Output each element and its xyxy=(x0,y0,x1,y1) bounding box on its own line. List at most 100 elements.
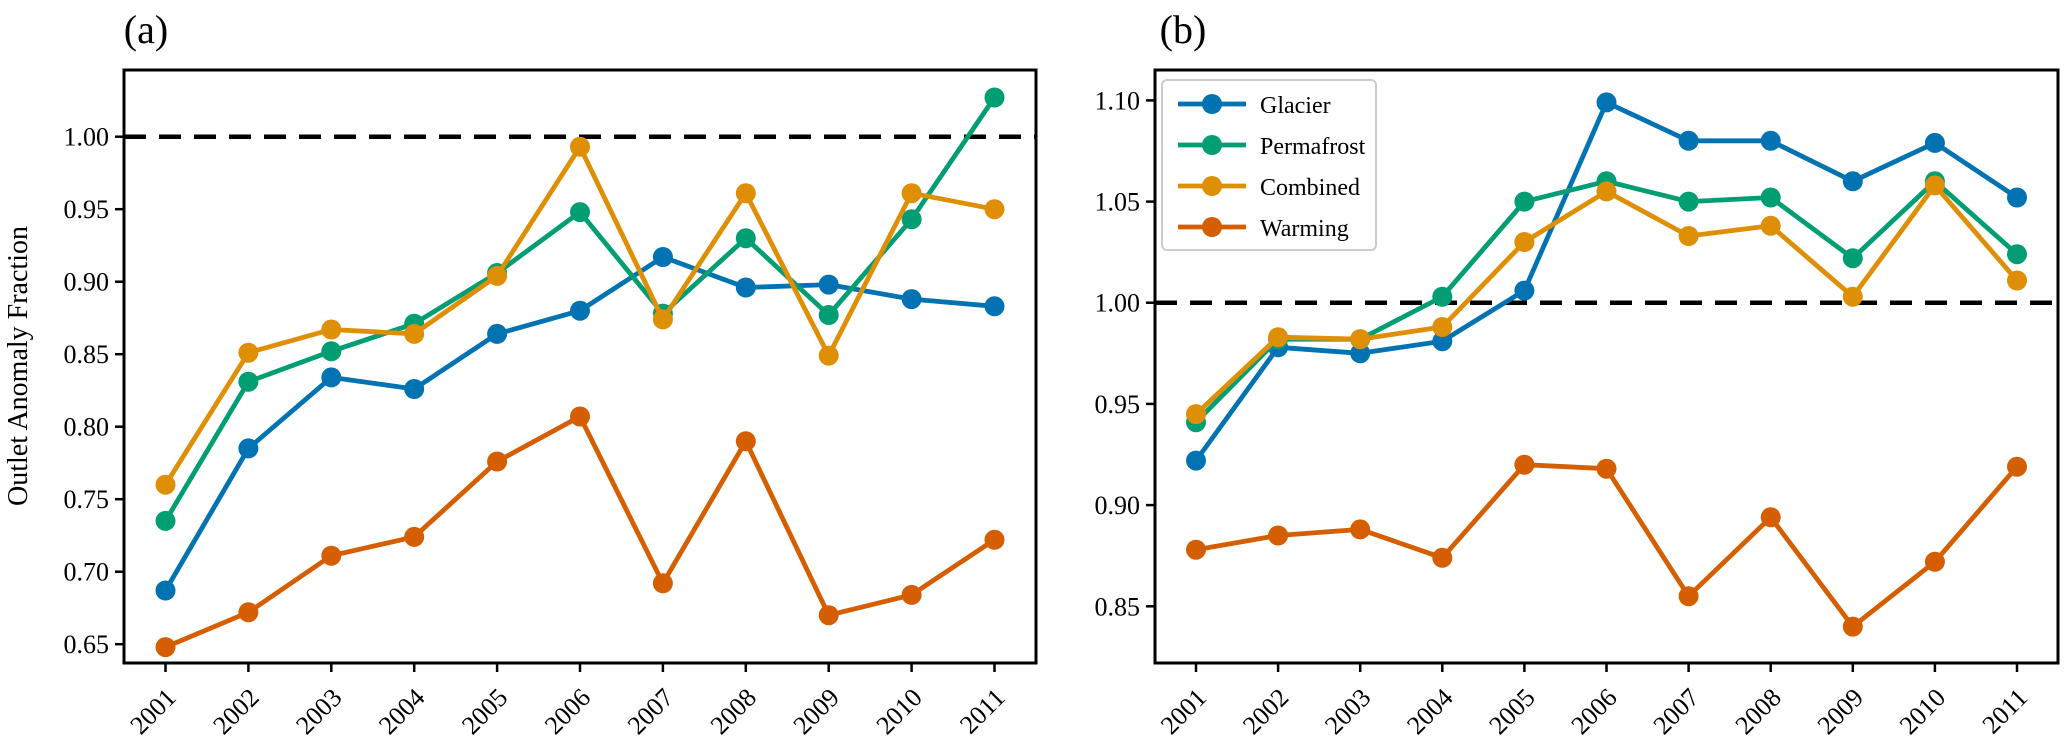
data-point-permafrost-2004 xyxy=(1432,286,1453,307)
data-point-combined-2009 xyxy=(818,345,839,366)
data-point-combined-2011 xyxy=(984,199,1005,220)
data-point-permafrost-2011 xyxy=(2007,244,2027,265)
data-point-warming-2005 xyxy=(1514,454,1535,475)
x-tick-label-group: 2004 xyxy=(1401,683,1458,740)
y-tick-label: 1.00 xyxy=(1095,289,1141,318)
data-point-combined-2007 xyxy=(1678,226,1699,246)
x-tick-label: 2002 xyxy=(1237,683,1294,740)
x-tick-label-group: 2006 xyxy=(539,683,596,740)
data-point-permafrost-2007 xyxy=(1678,191,1699,212)
x-tick-label: 2006 xyxy=(539,683,596,740)
legend-marker-glacier xyxy=(1202,94,1222,114)
x-tick-label-group: 2006 xyxy=(1565,683,1622,740)
data-point-permafrost-2011 xyxy=(984,87,1005,108)
x-tick-label-group: 2002 xyxy=(207,683,264,740)
y-tick-label: 0.90 xyxy=(1095,491,1141,520)
x-tick-label: 2004 xyxy=(1401,683,1458,740)
data-point-permafrost-2006 xyxy=(570,202,590,223)
data-point-combined-2001 xyxy=(155,474,176,495)
data-point-warming-2006 xyxy=(1596,458,1617,479)
data-point-combined-2002 xyxy=(1268,327,1289,348)
x-tick-label: 2006 xyxy=(1565,683,1622,740)
data-point-permafrost-2009 xyxy=(818,305,839,325)
x-tick-label: 2008 xyxy=(1730,683,1787,740)
data-point-glacier-2004 xyxy=(404,379,425,399)
data-point-glacier-2007 xyxy=(652,247,673,267)
data-point-warming-2007 xyxy=(1678,586,1699,607)
data-point-warming-2011 xyxy=(984,529,1005,550)
data-point-glacier-2008 xyxy=(1760,130,1781,151)
data-point-combined-2008 xyxy=(1760,215,1781,236)
y-tick-label: 0.80 xyxy=(64,413,110,442)
data-point-glacier-2009 xyxy=(818,274,839,295)
x-tick-label-group: 2001 xyxy=(124,683,181,740)
x-tick-label-group: 2002 xyxy=(1237,683,1294,740)
data-point-combined-2004 xyxy=(404,323,425,344)
data-point-glacier-2005 xyxy=(487,323,508,344)
data-point-combined-2001 xyxy=(1186,404,1206,425)
data-point-permafrost-2008 xyxy=(735,228,756,249)
data-point-warming-2009 xyxy=(818,605,839,626)
y-tick-label: 0.85 xyxy=(1095,592,1141,621)
x-tick-label: 2004 xyxy=(373,683,430,740)
legend-marker-combined xyxy=(1202,176,1222,196)
data-point-glacier-2011 xyxy=(2007,187,2027,208)
y-tick-label: 0.85 xyxy=(64,340,110,369)
data-point-glacier-2010 xyxy=(1924,132,1945,153)
data-point-combined-2006 xyxy=(570,136,590,157)
data-point-warming-2009 xyxy=(1842,616,1863,637)
x-tick-label: 2007 xyxy=(1648,683,1705,740)
data-point-combined-2005 xyxy=(1514,232,1535,252)
data-point-warming-2011 xyxy=(2007,456,2027,477)
x-tick-label: 2009 xyxy=(1812,683,1869,740)
data-point-glacier-2007 xyxy=(1678,130,1699,151)
data-point-warming-2003 xyxy=(321,545,342,566)
x-tick-label-group: 2009 xyxy=(1812,683,1869,740)
data-point-combined-2002 xyxy=(238,342,259,363)
x-tick-label-group: 2004 xyxy=(373,683,430,740)
y-tick-label: 1.05 xyxy=(1095,188,1141,217)
legend-marker-warming xyxy=(1202,217,1222,237)
data-point-glacier-2009 xyxy=(1842,171,1863,192)
data-point-glacier-2010 xyxy=(901,289,922,310)
data-point-permafrost-2001 xyxy=(155,510,176,531)
data-point-warming-2002 xyxy=(1268,525,1289,546)
data-point-combined-2010 xyxy=(901,183,922,204)
x-tick-label-group: 2005 xyxy=(1483,683,1540,740)
x-tick-label-group: 2010 xyxy=(1894,683,1951,740)
y-tick-label: 0.65 xyxy=(64,630,110,659)
y-axis-label: Outlet Anomaly Fraction xyxy=(3,226,34,506)
data-point-glacier-2008 xyxy=(735,277,756,298)
data-point-permafrost-2005 xyxy=(1514,191,1535,212)
legend-label-glacier: Glacier xyxy=(1260,93,1331,119)
data-point-warming-2001 xyxy=(155,637,176,658)
data-point-warming-2003 xyxy=(1350,519,1371,540)
x-tick-label: 2005 xyxy=(1483,683,1540,740)
data-point-combined-2003 xyxy=(1350,329,1371,350)
data-point-combined-2011 xyxy=(2007,270,2027,291)
x-tick-label-group: 2011 xyxy=(1977,683,2034,740)
x-tick-label: 2002 xyxy=(207,683,264,740)
data-point-glacier-2003 xyxy=(1350,343,1371,364)
data-point-combined-2008 xyxy=(735,183,756,204)
x-tick-label-group: 2001 xyxy=(1155,683,1212,740)
data-point-warming-2001 xyxy=(1186,539,1206,560)
y-tick-label: 1.10 xyxy=(1095,86,1141,115)
x-tick-label-group: 2008 xyxy=(1730,683,1787,740)
series-line-warming xyxy=(163,414,997,650)
y-tick-label: 0.95 xyxy=(1095,390,1141,419)
data-point-warming-2007 xyxy=(652,573,673,594)
x-tick-label-group: 2010 xyxy=(871,683,928,740)
x-tick-label-group: 2005 xyxy=(456,683,513,740)
data-point-permafrost-2003 xyxy=(321,341,342,362)
x-tick-label: 2010 xyxy=(1894,683,1951,740)
data-point-combined-2006 xyxy=(1596,181,1617,202)
data-point-warming-2008 xyxy=(735,431,756,452)
data-point-combined-2010 xyxy=(1924,175,1945,196)
x-tick-label: 2003 xyxy=(1319,683,1376,740)
y-tick-label: 1.00 xyxy=(64,123,110,152)
panel-a-plot-area: 0.65 0.70 0.75 0.80 0.85 0.90 0.95 1.00 2001 2002… xyxy=(64,68,1038,740)
data-point-permafrost-2008 xyxy=(1760,187,1781,208)
legend-box xyxy=(1161,79,1377,251)
